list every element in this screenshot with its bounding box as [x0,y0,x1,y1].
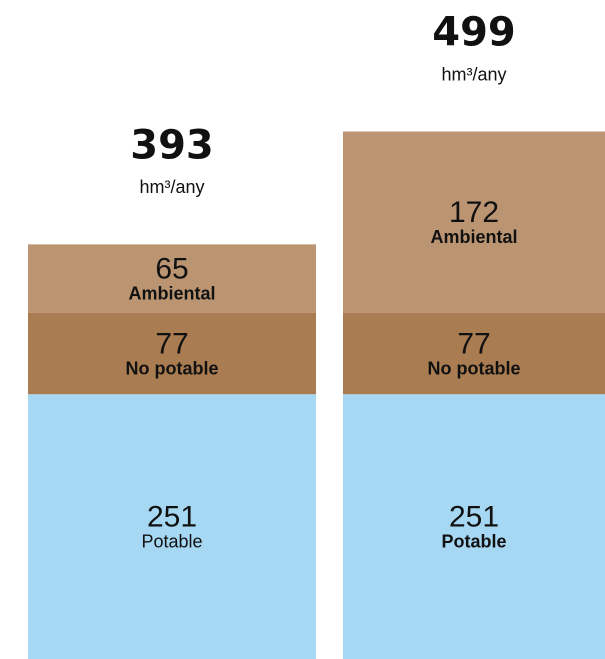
bar-segment [343,131,605,313]
bar-segment [28,394,316,659]
segment-name: Ambiental [430,227,517,247]
segment-value: 251 [147,501,197,534]
bar-segment [28,244,316,313]
segment-name: Potable [141,531,202,551]
segment-value: 65 [155,253,188,286]
bar-segment [343,394,605,659]
segment-value: 77 [155,327,188,360]
total-value: 499 [432,10,516,56]
total-unit: hm³/any [441,64,506,84]
bar-segment [28,312,316,395]
bar-segment [343,312,605,395]
total-unit: hm³/any [139,177,204,197]
segment-value: 77 [457,327,490,360]
segment-value: 172 [449,196,499,229]
segment-name: No potable [428,358,521,378]
total-value: 393 [130,122,214,168]
segment-value: 251 [449,501,499,534]
segment-name: Potable [441,531,506,551]
segment-name: No potable [126,358,219,378]
segment-name: Ambiental [128,283,215,303]
